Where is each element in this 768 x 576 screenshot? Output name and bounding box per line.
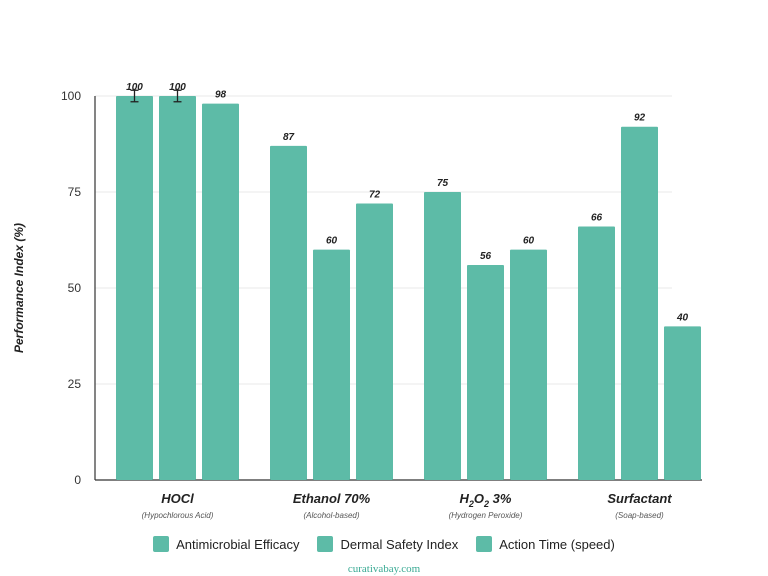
data-label: 72: [369, 190, 381, 201]
data-label: 66: [591, 213, 603, 224]
legend-label: Action Time (speed): [499, 536, 615, 552]
data-label: 75: [437, 178, 449, 189]
bar-1-0: [270, 145, 307, 481]
category-sublabel: (Hydrogen Peroxide): [449, 511, 523, 520]
error-bar: [173, 89, 182, 103]
legend-label: Antimicrobial Efficacy: [176, 536, 300, 552]
y-tick-label: 50: [68, 281, 82, 295]
bars: [116, 96, 701, 481]
bar-0-1: [159, 96, 196, 480]
legend-item: Dermal Safety Index: [317, 536, 458, 552]
data-label: 98: [215, 90, 227, 101]
category-label: Surfactant: [607, 491, 672, 506]
y-axis-label: Performance Index (%): [12, 223, 26, 353]
legend-swatch: [317, 536, 334, 552]
bar-2-0: [424, 192, 461, 480]
legend-item: Antimicrobial Efficacy: [153, 536, 299, 552]
bar-2-1: [467, 264, 504, 480]
legend-swatch: [153, 536, 170, 552]
bar-1-1: [313, 249, 350, 480]
bar-3-1: [621, 126, 658, 480]
bar-0-2: [202, 103, 239, 481]
category-label: HOCl: [161, 491, 194, 506]
category-sublabel: (Alcohol-based): [303, 511, 359, 520]
data-label: 92: [634, 113, 646, 124]
bar-1-2: [356, 203, 393, 480]
data-label: 40: [676, 312, 689, 323]
category-sublabel: (Hypochlorous Acid): [142, 511, 214, 520]
category-label: H2O2 3%: [460, 491, 512, 509]
data-label: 87: [283, 132, 295, 143]
data-label: 56: [480, 251, 492, 262]
legend-swatch: [476, 536, 493, 552]
data-label: 60: [523, 236, 535, 247]
y-tick-label: 0: [74, 473, 81, 487]
legend: Antimicrobial Efficacy Dermal Safety Inde…: [0, 536, 768, 552]
footer-credit: curativabay.com: [347, 563, 421, 575]
bar-2-2: [510, 249, 547, 480]
labels: 0 25 50 75 100 100 100 98 HOCl (Hypochlorous Acid…: [61, 82, 689, 520]
y-tick-label: 100: [61, 89, 81, 103]
error-bar: [130, 89, 139, 103]
y-tick-label: 75: [68, 185, 82, 199]
category-sublabel: (Soap-based): [615, 511, 664, 520]
bar-3-0: [578, 226, 615, 480]
y-tick-label: 25: [68, 377, 82, 391]
bar-3-2: [664, 326, 701, 480]
legend-item: Action Time (speed): [476, 536, 615, 552]
data-label: 100: [126, 82, 143, 93]
category-label: Ethanol 70%: [293, 491, 371, 506]
data-label: 100: [169, 82, 186, 93]
legend-label: Dermal Safety Index: [340, 536, 459, 552]
data-label: 60: [326, 236, 338, 247]
bar-0-0: [116, 96, 153, 480]
